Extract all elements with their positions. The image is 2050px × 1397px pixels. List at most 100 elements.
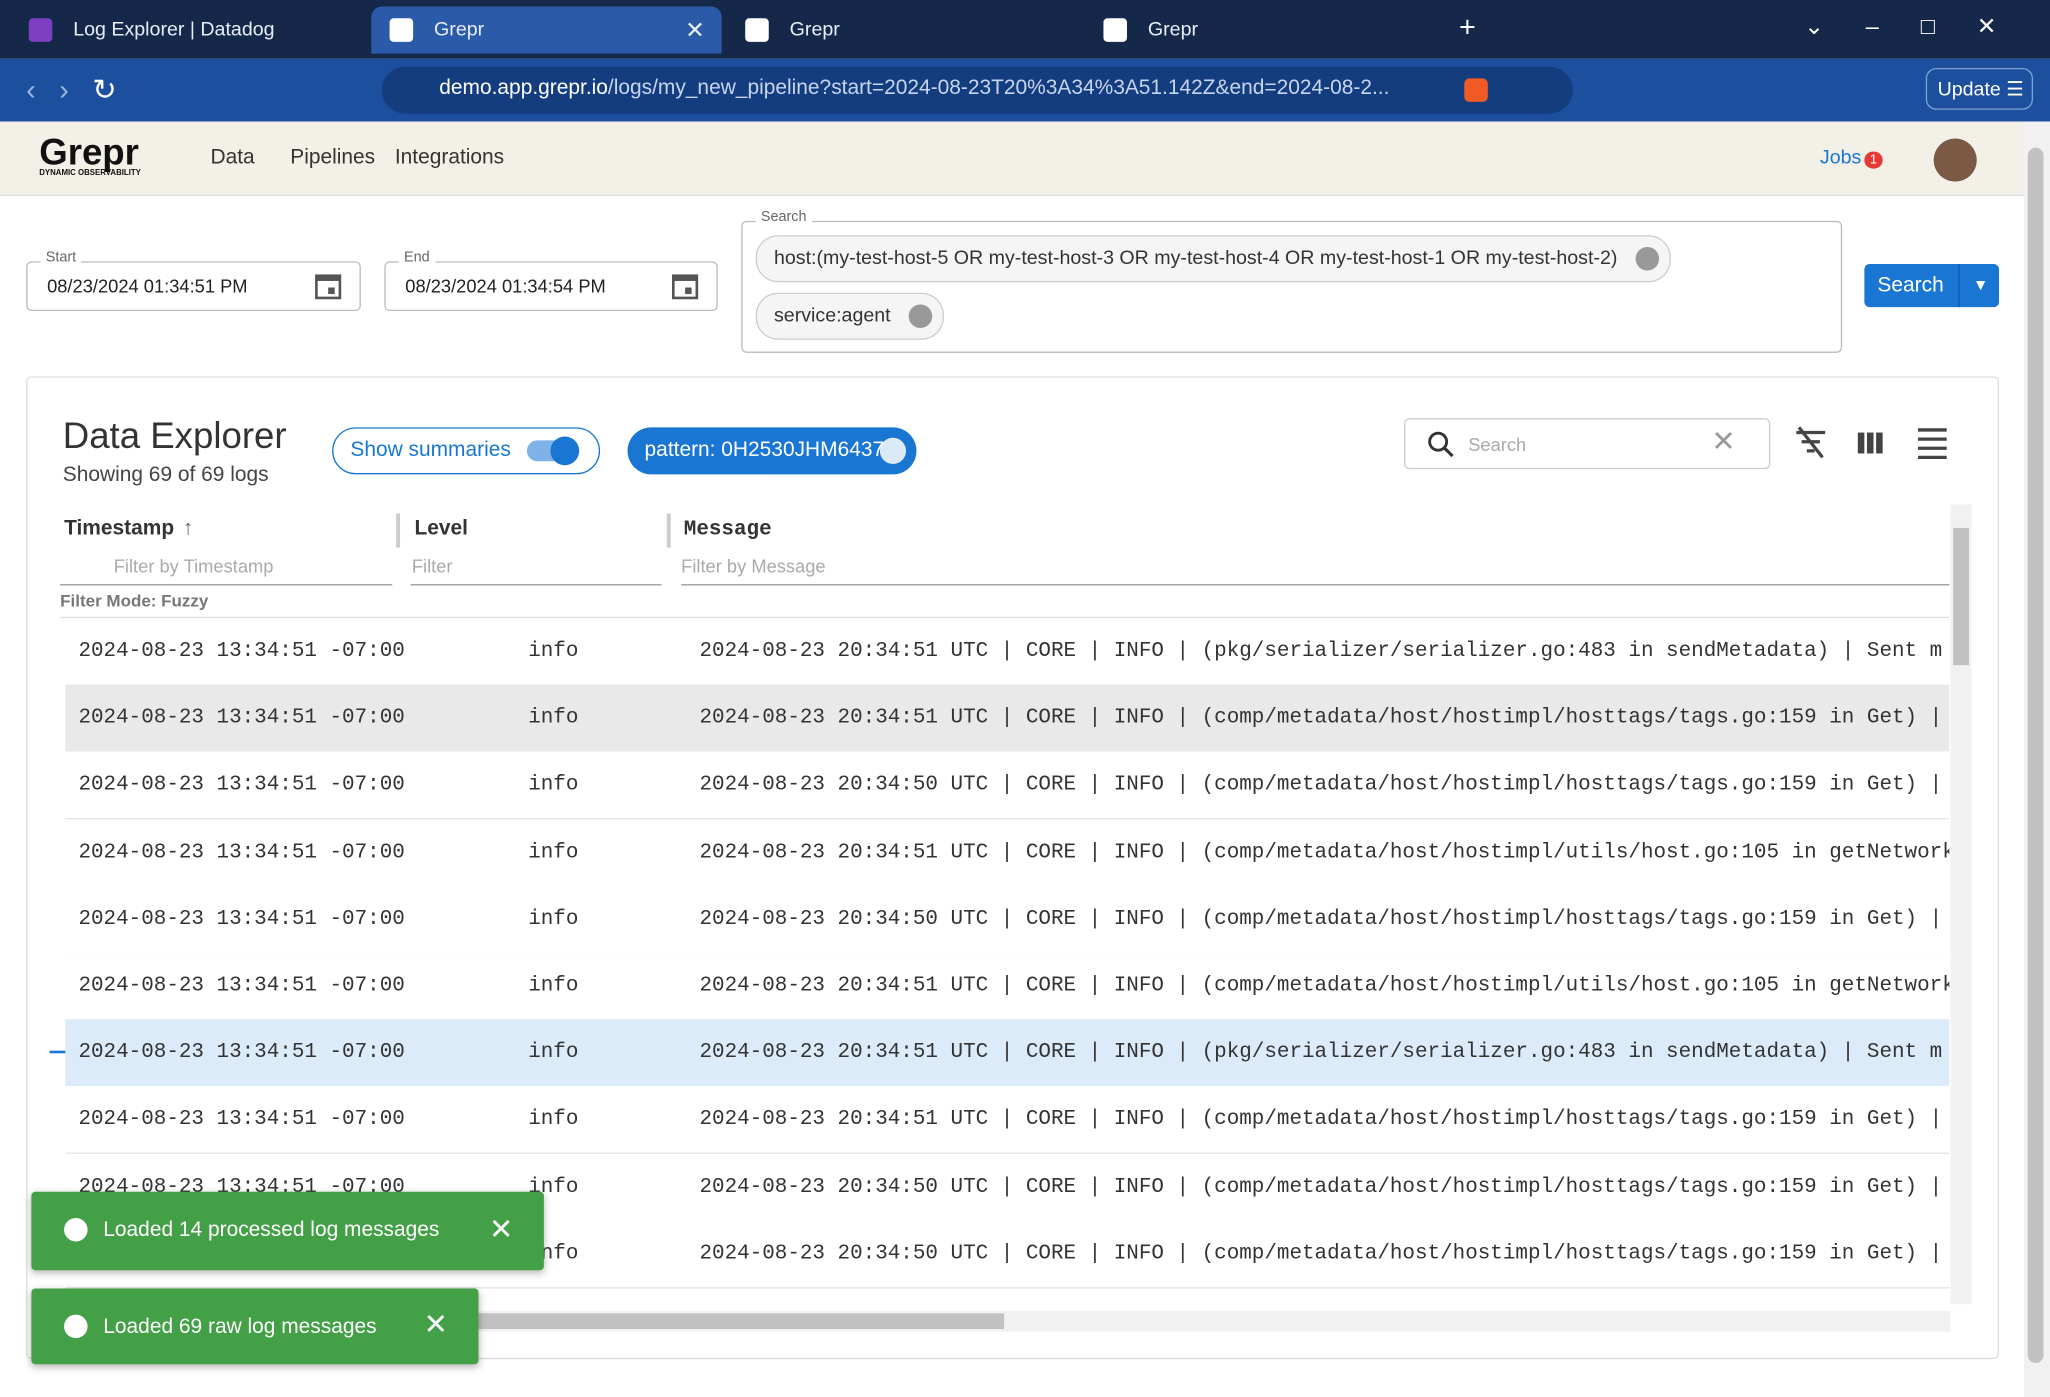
table-row[interactable]: 2024-08-23 13:34:51 -07:00 info 2024-08-23…: [65, 618, 1950, 687]
cell: 2024-08-23 13:34:51 -07:00: [78, 1040, 405, 1064]
table-search[interactable]: Search ✕: [1404, 418, 1771, 470]
field-label: End: [398, 249, 435, 266]
update-label: Update: [1937, 78, 2001, 101]
nav-buttons[interactable]: ‹›↻: [26, 73, 141, 106]
brave-icon[interactable]: [1464, 78, 1488, 102]
field-value: 08/23/2024 01:34:54 PM: [405, 275, 606, 297]
cell: 2024-08-23 20:34:51 UTC | CORE | INFO | …: [699, 639, 1943, 663]
chip-label: pattern: 0H2530JHM6437: [644, 439, 885, 462]
url-path: /logs/my_new_pipeline?start=2024-08-23T2…: [607, 77, 1390, 100]
chip-label: host:(my-test-host-5 OR my-test-host-3 O…: [773, 246, 1618, 270]
update-button[interactable]: Update ☰: [1925, 67, 2034, 110]
app-header: [0, 121, 2024, 197]
cell: 2024-08-23 20:34:51 UTC | CORE | INFO | …: [699, 1107, 1943, 1131]
jobs-badge: 1: [1864, 151, 1883, 169]
table-row[interactable]: 2024-08-23 13:34:51 -07:00 info 2024-08-23…: [65, 685, 1950, 753]
calendar-icon[interactable]: [312, 271, 343, 302]
table-row[interactable]: 2024-08-23 13:34:51 -07:00 info 2024-08-23…: [65, 1019, 1950, 1088]
toast-close[interactable]: ✕: [423, 1308, 448, 1341]
field-label: Start: [40, 249, 82, 266]
toast: Loaded 69 raw log messages ✕: [31, 1288, 479, 1365]
column-header[interactable]: Level: [414, 517, 468, 540]
tab-bar: [0, 0, 2050, 59]
table-row[interactable]: 2024-08-23 13:34:51 -07:00 info 2024-08-23…: [65, 751, 1950, 820]
calendar-icon[interactable]: [669, 271, 700, 302]
search-placeholder: Search: [1468, 433, 1527, 455]
cell: 2024-08-23 20:34:51 UTC | CORE | INFO | …: [699, 973, 1950, 998]
toast-icon: [64, 1314, 88, 1339]
table-row[interactable]: 2024-08-23 13:34:51 -07:00 info 2024-08-23…: [65, 952, 1950, 1021]
page-scrollbar[interactable]: [2023, 121, 2050, 1397]
column-filter[interactable]: Filter: [411, 555, 453, 577]
url-host: demo.app.grepr.io: [439, 77, 608, 100]
toggle-label: Show summaries: [350, 439, 511, 462]
cell: 2024-08-23 13:34:51 -07:00: [78, 772, 405, 797]
table-row[interactable]: 2024-08-23 13:34:51 -07:00 info 2024-08-23…: [65, 885, 1950, 954]
column-filter[interactable]: Filter by Timestamp: [113, 555, 274, 577]
logo[interactable]: Grepr: [39, 131, 139, 173]
url-field[interactable]: demo.app.grepr.io/logs/my_new_pipeline?s…: [381, 66, 1573, 114]
new-tab[interactable]: +: [1459, 10, 1476, 44]
column-header[interactable]: Timestamp: [64, 517, 175, 540]
explorer-subtitle: Showing 69 of 69 logs: [62, 463, 269, 487]
search-icon: [1428, 431, 1454, 458]
cell: info: [528, 705, 579, 730]
end-field[interactable]: End 08/23/2024 01:34:54 PM: [384, 249, 718, 312]
selection-marker: [49, 1050, 66, 1054]
table-scrollbar[interactable]: [1950, 504, 1972, 1305]
cell: 2024-08-23 20:34:50 UTC | CORE | INFO | …: [699, 772, 1943, 797]
cell: info: [528, 772, 579, 797]
cell: 2024-08-23 20:34:50 UTC | CORE | INFO | …: [699, 1241, 1943, 1265]
cell: 2024-08-23 20:34:51 UTC | CORE | INFO | …: [699, 705, 1943, 730]
nav-link[interactable]: Pipelines: [290, 146, 376, 169]
table-row[interactable]: 2024-08-23 13:34:51 -07:00 info 2024-08-23…: [65, 818, 1950, 887]
tab[interactable]: Grepr: [1085, 10, 1198, 49]
tab-title: Grepr: [1147, 18, 1199, 41]
jobs-link[interactable]: Jobs: [1819, 146, 1862, 169]
window-controls[interactable]: ⌄–□✕: [1804, 13, 2039, 40]
toolbar-icons[interactable]: [1791, 423, 1961, 462]
explorer-title: Data Explorer: [62, 415, 287, 457]
tab[interactable]: Grepr: [727, 10, 840, 49]
cell: 2024-08-23 20:34:50 UTC | CORE | INFO | …: [699, 906, 1943, 931]
toast-close[interactable]: ✕: [488, 1212, 514, 1246]
chip-label: service:agent: [773, 304, 891, 327]
search-field[interactable]: Search host:(my-test-host-5 OR my-test-h…: [741, 209, 1843, 353]
cell: info: [528, 973, 579, 998]
tab[interactable]: Log Explorer | Datadog: [10, 10, 275, 49]
pattern-chip[interactable]: pattern: 0H2530JHM6437: [627, 427, 917, 475]
search-chip[interactable]: host:(my-test-host-5 OR my-test-host-3 O…: [755, 235, 1672, 283]
search-button[interactable]: Search ▼: [1864, 263, 2000, 308]
nav-link[interactable]: Integrations: [394, 146, 505, 169]
toast: Loaded 14 processed log messages ✕: [31, 1191, 544, 1271]
start-field[interactable]: Start 08/23/2024 01:34:51 PM: [26, 249, 361, 312]
button-label: Search: [1877, 274, 1944, 297]
cell: 2024-08-23 20:34:51 UTC | CORE | INFO | …: [699, 839, 1950, 864]
cell: 2024-08-23 13:34:51 -07:00: [78, 705, 405, 730]
filter-mode: Filter Mode: Fuzzy: [60, 590, 209, 611]
nav-link[interactable]: Data: [210, 146, 255, 169]
cell: 2024-08-23 20:34:50 UTC | CORE | INFO | …: [699, 1174, 1943, 1198]
column-filter[interactable]: Filter by Message: [681, 555, 826, 577]
cell: 2024-08-23 13:34:51 -07:00: [78, 906, 405, 931]
summary-toggle[interactable]: Show summaries: [332, 427, 601, 475]
tab[interactable]: Grepr ✕: [371, 10, 705, 49]
active-tab[interactable]: [371, 6, 722, 54]
cell: info: [528, 906, 579, 931]
cell: 2024-08-23 13:34:51 -07:00: [78, 973, 405, 998]
avatar[interactable]: [1933, 138, 1977, 182]
tab-title: Grepr: [434, 18, 485, 41]
cell: info: [528, 839, 579, 864]
field-value: 08/23/2024 01:34:51 PM: [47, 275, 248, 297]
cell: info: [528, 1040, 579, 1064]
table-row[interactable]: 2024-08-23 13:34:51 -07:00 info 2024-08-23…: [65, 1086, 1950, 1155]
column-header[interactable]: Message: [683, 517, 772, 542]
explorer-card: [26, 376, 2000, 1360]
search-chip[interactable]: service:agent: [755, 292, 945, 340]
cell: 2024-08-23 13:34:51 -07:00: [78, 639, 405, 663]
cell: info: [528, 639, 579, 663]
toast-text: Loaded 14 processed log messages: [103, 1219, 440, 1242]
field-label: Search: [755, 209, 812, 225]
